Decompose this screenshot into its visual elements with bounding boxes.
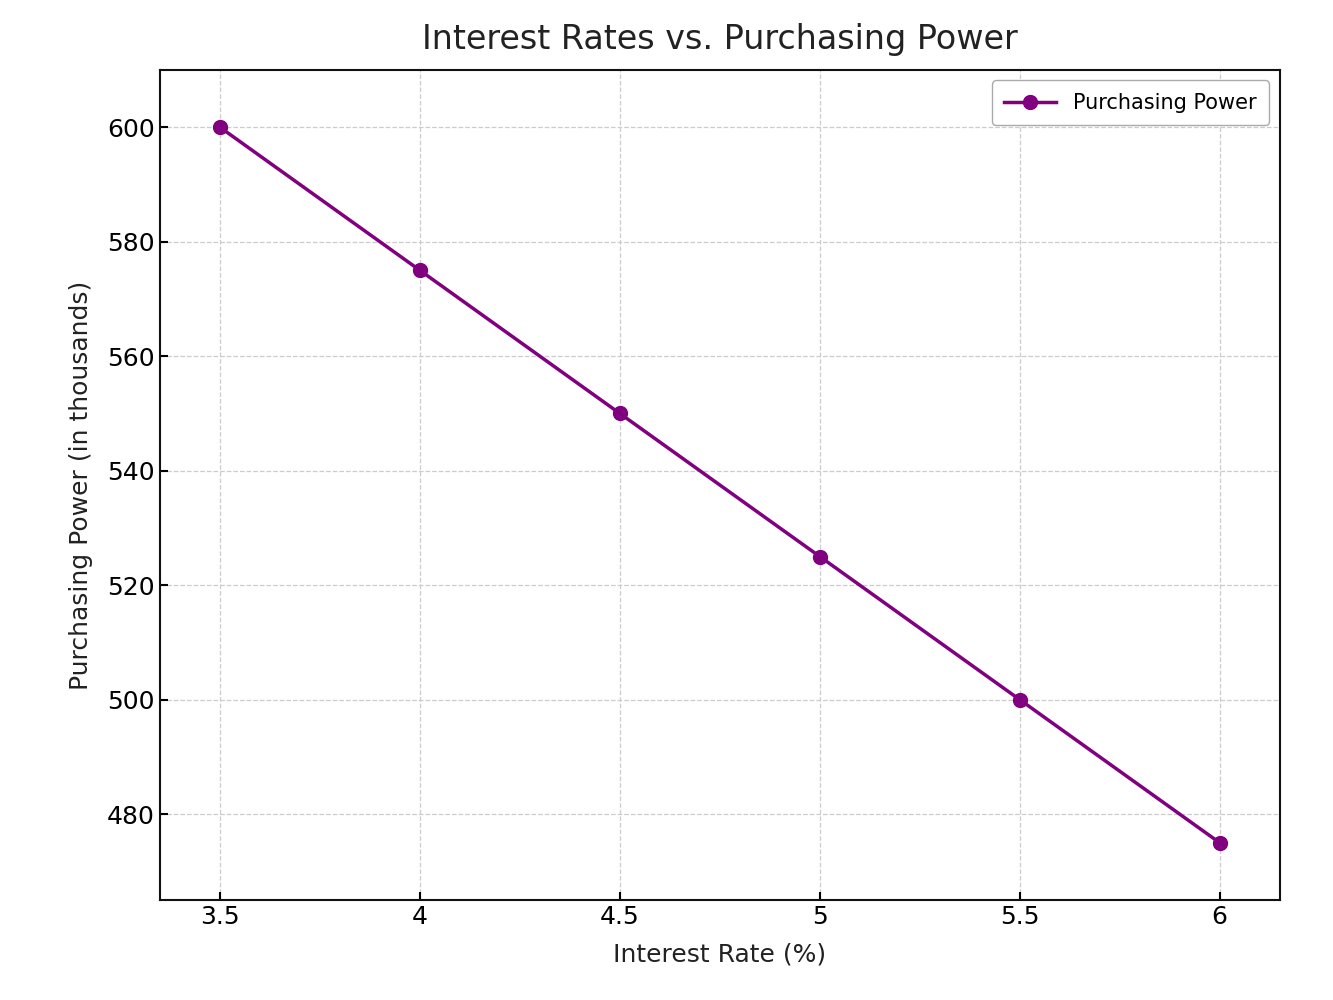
Legend: Purchasing Power: Purchasing Power [992,80,1269,125]
Line: Purchasing Power: Purchasing Power [213,120,1226,850]
Purchasing Power [812,551,828,563]
Purchasing Power [1212,837,1228,849]
Title: Interest Rates vs. Purchasing Power: Interest Rates vs. Purchasing Power [423,23,1017,56]
Purchasing Power [1012,694,1028,706]
Purchasing Power [612,407,628,419]
Y-axis label: Purchasing Power (in thousands): Purchasing Power (in thousands) [69,280,93,690]
X-axis label: Interest Rate (%): Interest Rate (%) [613,943,826,967]
Purchasing Power [212,121,228,133]
Purchasing Power [412,264,428,276]
